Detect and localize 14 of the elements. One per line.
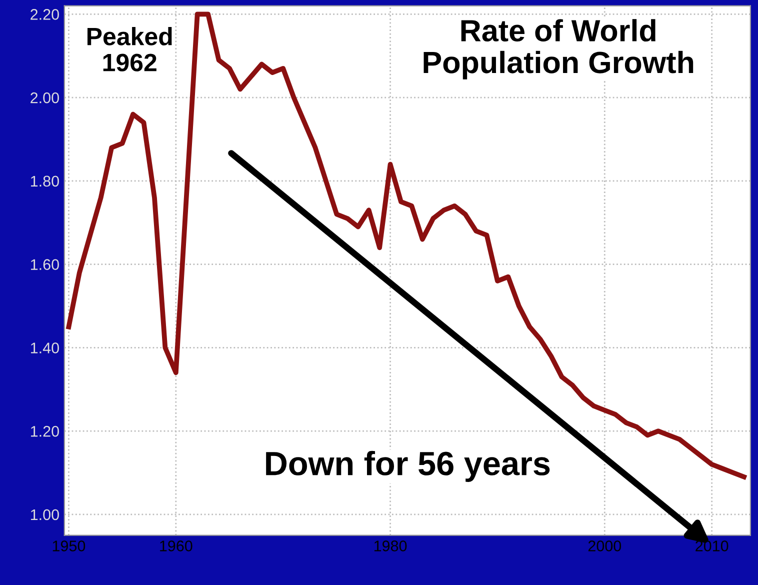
- y-tick-label: 1.00: [31, 509, 59, 520]
- y-tick-label: 2.20: [30, 9, 59, 20]
- text: Rate of World Population Growth: [424, 19, 694, 80]
- y-tick-label: 1.40: [31, 342, 59, 354]
- y-tick-label: 1.20: [31, 426, 59, 437]
- x-tick-label: 2000: [588, 540, 622, 552]
- y-tick-label: 1.60: [31, 259, 59, 270]
- x-tick-label: 1980: [374, 540, 407, 552]
- y-tick-label: 1.80: [31, 176, 59, 187]
- annotation: Peaked 1962: [87, 27, 172, 72]
- annotation: Down for 56 years: [266, 450, 550, 482]
- y-tick-label: 2.00: [30, 92, 59, 104]
- x-tick-label: 1950: [52, 540, 86, 552]
- x-tick-label: 1960: [160, 540, 192, 552]
